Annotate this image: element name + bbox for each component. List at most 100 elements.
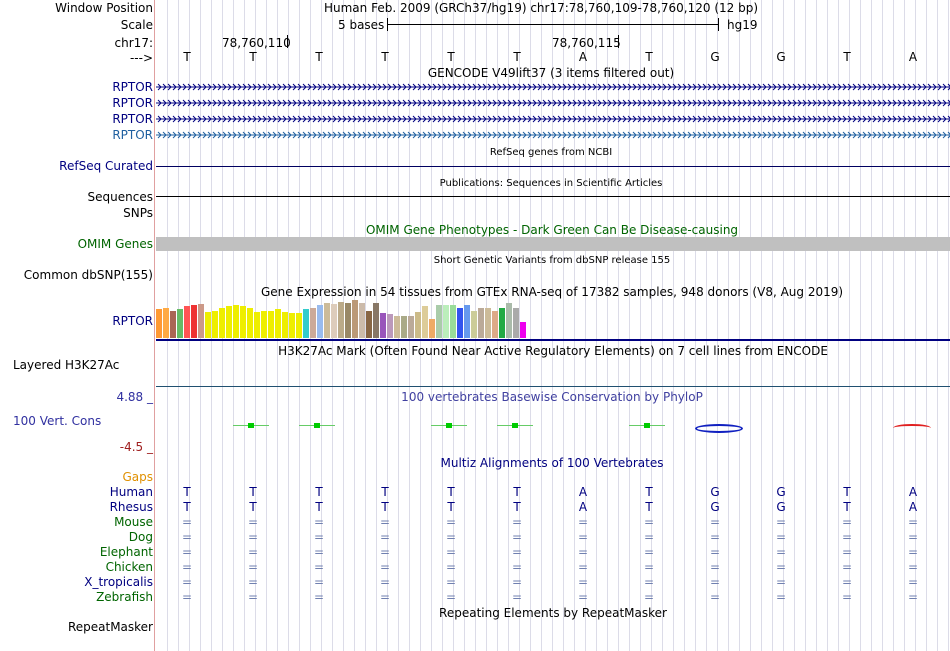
gtex-tissue-bar[interactable] (184, 306, 190, 338)
multiz-species-label[interactable]: Chicken (105, 560, 153, 574)
gtex-tissue-bar[interactable] (380, 313, 386, 338)
gtex-tissue-bar[interactable] (492, 311, 498, 338)
multiz-aligned-base: = (511, 545, 523, 559)
gtex-track-label[interactable]: RPTOR (112, 314, 153, 328)
multiz-aligned-base: = (313, 545, 325, 559)
gtex-tissue-bar[interactable] (261, 311, 267, 338)
gencode-transcript[interactable] (156, 113, 950, 125)
multiz-aligned-base: G (710, 500, 720, 514)
gtex-tissue-bar[interactable] (366, 311, 372, 338)
multiz-species-label[interactable]: Mouse (114, 515, 153, 529)
gencode-track-title: GENCODE V49lift37 (3 items filtered out) (427, 66, 675, 80)
gencode-transcript[interactable] (156, 81, 950, 93)
gtex-tissue-bar[interactable] (345, 303, 351, 338)
gtex-tissue-bar[interactable] (310, 308, 316, 338)
gaps-label[interactable]: Gaps (122, 470, 153, 484)
repeatmasker-track-label[interactable]: RepeatMasker (67, 620, 153, 634)
refseq-track-line[interactable] (156, 166, 950, 167)
multiz-species-label[interactable]: Human (109, 485, 153, 499)
gtex-tissue-bar[interactable] (450, 305, 456, 338)
gtex-tissue-bar[interactable] (422, 306, 428, 338)
gtex-tissue-bar[interactable] (520, 322, 526, 338)
dbsnp-track-label[interactable]: Common dbSNP(155) (23, 268, 153, 282)
gridline (838, 0, 839, 651)
gtex-tissue-bar[interactable] (331, 304, 337, 338)
gtex-tissue-bar[interactable] (513, 308, 519, 338)
omim-gene-bar[interactable] (156, 237, 950, 251)
multiz-aligned-base: = (247, 545, 259, 559)
window-position-value: Human Feb. 2009 (GRCh37/hg19) chr17:78,7… (323, 1, 759, 15)
gtex-tissue-bar[interactable] (170, 311, 176, 338)
multiz-aligned-base: = (181, 515, 193, 529)
gtex-tissue-bar[interactable] (275, 309, 281, 338)
gtex-tissue-bar[interactable] (324, 303, 330, 338)
gtex-tissue-bar[interactable] (163, 308, 169, 338)
gencode-item-label[interactable]: RPTOR (112, 80, 153, 94)
gtex-tissue-bar[interactable] (303, 309, 309, 338)
gtex-tissue-bar[interactable] (464, 305, 470, 338)
gtex-tissue-bar[interactable] (219, 308, 225, 338)
gtex-tissue-bar[interactable] (415, 312, 421, 338)
gtex-tissue-bar[interactable] (254, 312, 260, 338)
gtex-tissue-bar[interactable] (317, 305, 323, 338)
omim-track-label[interactable]: OMIM Genes (77, 237, 153, 251)
gencode-transcript[interactable] (156, 97, 950, 109)
gtex-tissue-bar[interactable] (212, 311, 218, 338)
multiz-aligned-base: A (578, 500, 588, 514)
phylop-score-point (512, 423, 518, 428)
gencode-item-label[interactable]: RPTOR (112, 128, 153, 142)
gtex-tissue-bar[interactable] (478, 308, 484, 338)
gtex-tissue-bar[interactable] (247, 308, 253, 338)
gtex-tissue-bar[interactable] (485, 308, 491, 338)
gtex-tissue-bar[interactable] (233, 305, 239, 338)
gtex-tissue-bar[interactable] (352, 300, 358, 338)
gtex-tissue-bar[interactable] (429, 319, 435, 338)
gridline (761, 0, 762, 651)
gtex-tissue-bar[interactable] (499, 308, 505, 338)
reference-base: T (315, 50, 323, 64)
phylop-track-label[interactable]: 100 Vert. Cons (13, 414, 102, 428)
gtex-tissue-bar[interactable] (226, 306, 232, 338)
gtex-tissue-bar[interactable] (191, 305, 197, 338)
gtex-tissue-bar[interactable] (436, 305, 442, 338)
gtex-tissue-bar[interactable] (177, 309, 183, 338)
multiz-species-label[interactable]: X_tropicalis (84, 575, 153, 589)
gtex-tissue-bar[interactable] (457, 308, 463, 338)
gtex-tissue-bar[interactable] (338, 302, 344, 338)
gridline (596, 0, 597, 651)
gtex-tissue-bar[interactable] (268, 311, 274, 338)
refseq-track-label[interactable]: RefSeq Curated (59, 159, 153, 173)
gtex-tissue-bar[interactable] (408, 316, 414, 338)
gencode-item-label[interactable]: RPTOR (112, 112, 153, 126)
gtex-tissue-bar[interactable] (289, 313, 295, 338)
h3k27ac-track-label[interactable]: Layered H3K27Ac (13, 358, 120, 372)
snps-track-label[interactable]: SNPs (123, 206, 153, 220)
gtex-tissue-bar[interactable] (401, 316, 407, 338)
window-position-label: Window Position (55, 1, 153, 15)
gtex-tissue-bar[interactable] (198, 304, 204, 338)
gtex-tissue-bar[interactable] (240, 306, 246, 338)
multiz-species-label[interactable]: Rhesus (109, 500, 153, 514)
multiz-aligned-base: = (511, 590, 523, 604)
gtex-tissue-bar[interactable] (359, 303, 365, 338)
gtex-tissue-bar[interactable] (506, 303, 512, 338)
gencode-item-label[interactable]: RPTOR (112, 96, 153, 110)
gtex-tissue-bar[interactable] (471, 311, 477, 338)
gtex-tissue-bar[interactable] (282, 312, 288, 338)
gtex-tissue-bar[interactable] (443, 305, 449, 338)
gtex-tissue-bar[interactable] (156, 309, 162, 338)
gtex-tissue-bar[interactable] (387, 314, 393, 338)
multiz-species-label[interactable]: Elephant (99, 545, 153, 559)
multiz-species-label[interactable]: Dog (128, 530, 153, 544)
multiz-species-label[interactable]: Zebrafish (96, 590, 153, 604)
gtex-tissue-bar[interactable] (373, 303, 379, 338)
chrom-label: chr17: (114, 36, 153, 50)
gtex-tissue-bar[interactable] (394, 316, 400, 338)
gtex-tissue-bar[interactable] (296, 313, 302, 338)
multiz-aligned-base: = (907, 575, 919, 589)
publications-track-line[interactable] (156, 196, 950, 197)
gencode-transcript[interactable] (156, 129, 950, 141)
gtex-tissue-bar[interactable] (205, 312, 211, 338)
sequences-track-label[interactable]: Sequences (87, 190, 153, 204)
